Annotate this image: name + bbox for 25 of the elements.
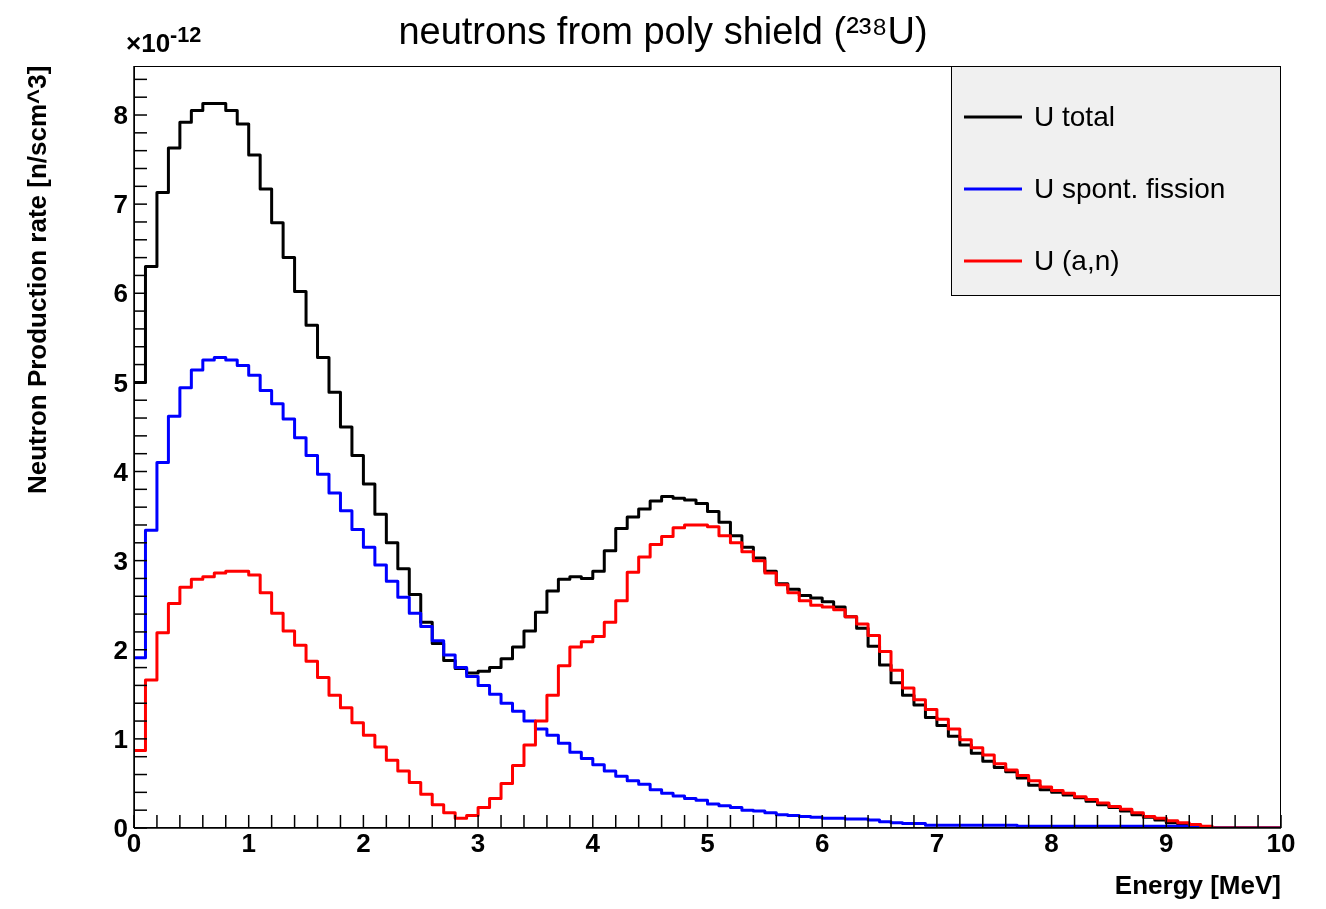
y-tick-label: 1 bbox=[113, 724, 128, 755]
x-tick-label: 8 bbox=[1044, 828, 1059, 859]
legend-label: U (a,n) bbox=[1034, 245, 1120, 277]
y-tick-label: 4 bbox=[113, 456, 129, 487]
x-tick-label: 4 bbox=[585, 828, 601, 859]
x-tick-label: 6 bbox=[814, 828, 830, 859]
x-axis-title: Energy [MeV] bbox=[1114, 870, 1281, 901]
x-tick-label: 9 bbox=[1159, 828, 1174, 859]
x-tick-label: 10 bbox=[1266, 828, 1296, 859]
x-tick-label: 7 bbox=[929, 828, 945, 859]
x-tick-label: 2 bbox=[356, 828, 371, 859]
text: ×10$^{-12}$ bbox=[126, 22, 202, 59]
y-tick-label: 2 bbox=[113, 634, 128, 665]
y-tick-label: 3 bbox=[113, 545, 128, 576]
y-tick-label: 5 bbox=[113, 367, 128, 398]
y-tick-label: 6 bbox=[113, 278, 128, 309]
x-tick-label: 1 bbox=[241, 828, 256, 859]
x-tick-label: 5 bbox=[700, 828, 715, 859]
legend-label: U spont. fission bbox=[1034, 173, 1226, 205]
legend-label: U total bbox=[1034, 101, 1115, 133]
y-tick-label: 8 bbox=[113, 100, 128, 131]
chart-title: neutrons from poly shield (²³⁸U) bbox=[398, 10, 928, 52]
y-tick-label: 7 bbox=[113, 189, 128, 220]
y-axis-title: Neutron Production rate [n/scm^3] bbox=[22, 66, 53, 497]
x-tick-label: 3 bbox=[470, 828, 486, 859]
